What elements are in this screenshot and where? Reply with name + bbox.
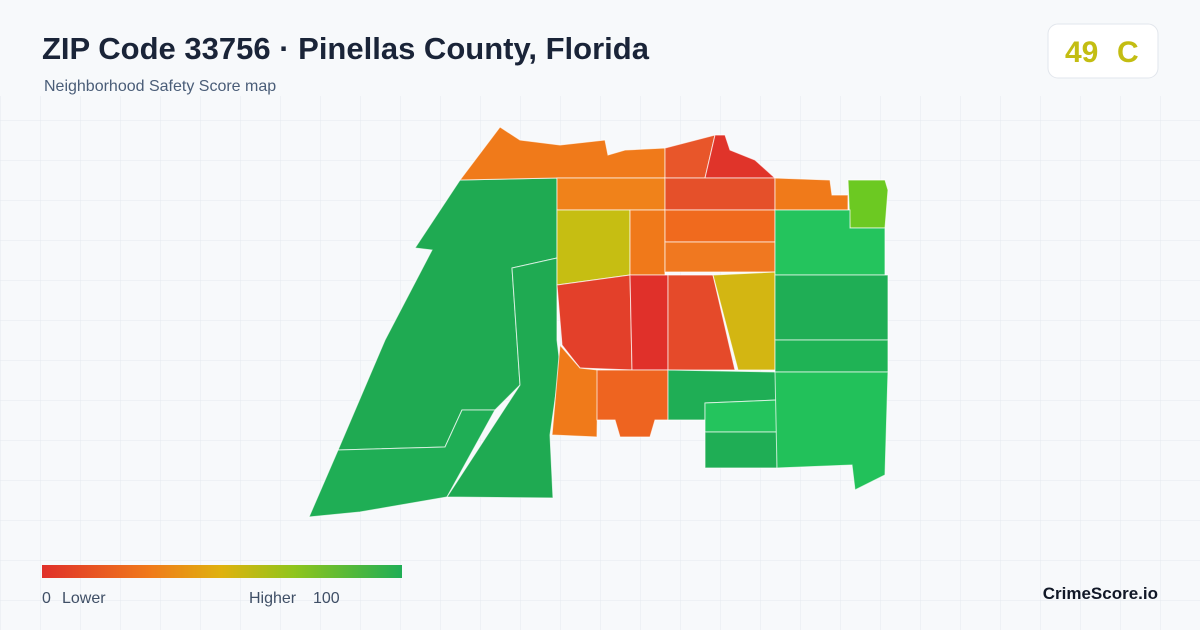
score-value: 49 xyxy=(1065,36,1098,69)
region xyxy=(847,179,889,229)
subtitle: Neighborhood Safety Score map xyxy=(44,78,276,95)
legend-min: 0 xyxy=(42,590,51,607)
brand: CrimeScore.io xyxy=(1043,584,1158,603)
region xyxy=(704,399,778,433)
region xyxy=(774,371,889,491)
legend-min-label: Lower xyxy=(62,590,106,607)
region xyxy=(629,209,666,276)
region xyxy=(774,274,889,341)
region xyxy=(629,274,669,371)
region xyxy=(704,431,778,469)
region xyxy=(664,177,776,211)
legend-max: 100 xyxy=(313,590,340,607)
region xyxy=(664,209,776,243)
region xyxy=(308,409,496,518)
region xyxy=(556,177,666,211)
region xyxy=(556,274,633,371)
score-grade: C xyxy=(1117,36,1139,69)
map xyxy=(308,126,889,518)
region xyxy=(664,241,776,273)
region xyxy=(556,209,631,286)
score-badge xyxy=(1047,23,1159,79)
legend-max-label: Higher xyxy=(249,590,297,607)
region xyxy=(667,274,736,371)
region xyxy=(774,339,889,373)
title: ZIP Code 33756 · Pinellas County, Florid… xyxy=(42,31,650,66)
legend-bar xyxy=(42,565,402,578)
